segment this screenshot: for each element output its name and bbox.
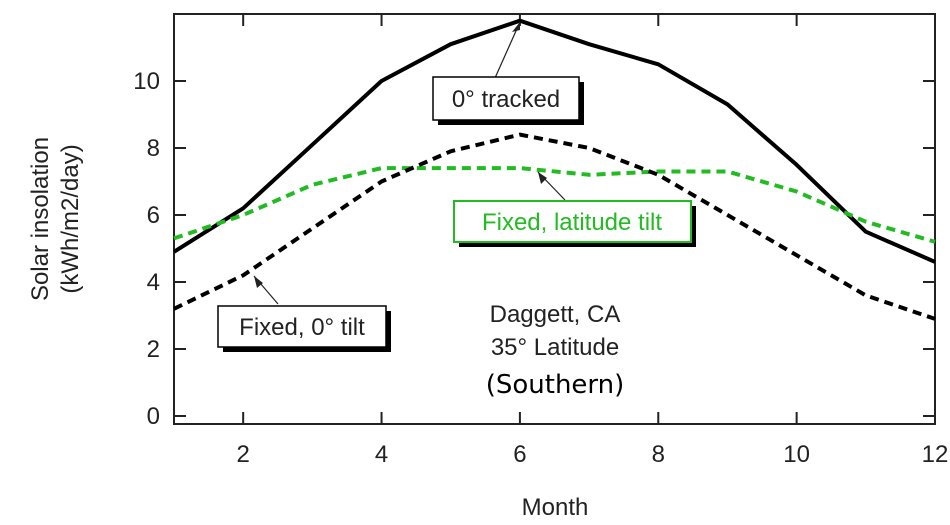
y-axis-title-line2: (kWh/m2/day) [57,144,84,293]
series-layer [172,18,936,321]
x-axis-title: Month [522,494,589,521]
location-line3: (Southern) [486,370,625,400]
tracked-label: 0° tracked [452,86,560,113]
axis-ticks: 2 4 6 8 10 12 0 2 4 6 8 10 [133,14,948,468]
location-line1: Daggett, CA [490,301,621,328]
series-line-fixed-latitude-tilt [173,166,936,244]
x-tick-label: 10 [783,441,810,468]
zero-tilt-label: Fixed, 0° tilt [239,314,365,341]
tracked-arrow-head [512,22,520,32]
tracked-label-box [432,76,580,121]
zero-tilt-label-box [217,305,387,348]
x-tick-label: 12 [922,441,949,468]
series-line-fixed-0-tilt [173,132,936,321]
annotation-zero-tilt: Fixed, 0° tilt [217,275,391,352]
latitude-tilt-label-box [453,200,692,243]
annotation-tracked: 0° tracked [432,21,584,125]
y-tick-label: 2 [147,336,160,363]
y-tick-label: 10 [133,68,160,95]
plot-frame [173,13,936,425]
tracked-arrow [494,21,521,79]
zero-tilt-arrow-head [254,276,263,288]
y-axis-title-line1: Solar insolation [27,137,54,301]
annotation-latitude-tilt: Fixed, latitude tilt [453,171,696,247]
x-tick-label: 8 [652,441,665,468]
location-line2: 35° Latitude [491,334,619,361]
y-tick-label: 6 [147,202,160,229]
y-tick-label: 8 [147,135,160,162]
y-axis-title: Solar insolation (kWh/m2/day) [27,137,84,301]
series-line-0-tracked [172,18,936,264]
y-tick-label: 0 [147,403,160,430]
y-tick-label: 4 [147,269,160,296]
latitude-tilt-label: Fixed, latitude tilt [482,209,662,236]
x-tick-label: 4 [375,441,388,468]
x-tick-label: 6 [513,441,526,468]
latitude-tilt-arrow-head [538,172,547,184]
x-tick-label: 2 [237,441,250,468]
